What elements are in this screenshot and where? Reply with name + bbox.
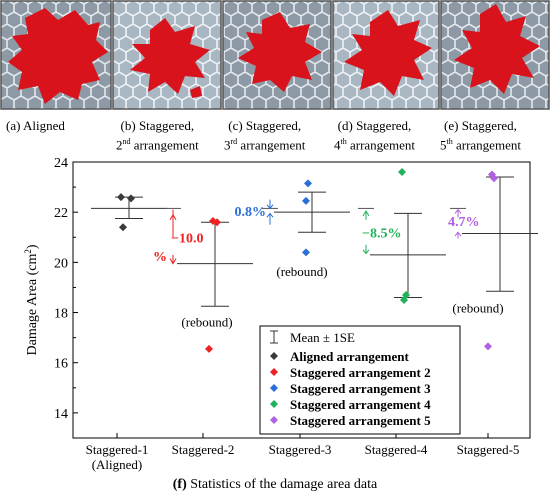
annotation-arrow-3	[362, 209, 370, 220]
annotation-arrow-4b	[454, 231, 462, 239]
photo-aligned	[0, 0, 112, 110]
y-tick-label-1: 16	[54, 357, 68, 372]
photo-staggered-3	[222, 0, 332, 110]
data-point-4-2	[484, 342, 492, 351]
legend-marker-1	[270, 368, 278, 376]
photo-staggered-2	[112, 0, 222, 110]
legend-marker-0	[270, 352, 278, 360]
annotation-arrow-3b	[362, 244, 370, 255]
annotation-4: 4.7%	[448, 215, 480, 230]
legend-marker-2	[270, 384, 278, 392]
x-tick-label-1: Staggered-2	[172, 442, 235, 457]
panel-caption-b: (b) Staggered, 2nd arrangement	[116, 118, 199, 153]
caption-letter: (f)	[172, 477, 187, 492]
annotation-arrow-2b	[266, 212, 274, 225]
legend-label-mean: Mean ± 1SE	[290, 330, 355, 345]
specimen-photo-strip	[0, 0, 550, 110]
annotation-3: −8.5%	[362, 226, 401, 241]
data-point-2-0	[304, 179, 312, 188]
annotation-arrowhead-1	[169, 213, 177, 220]
data-point-0-2	[127, 194, 135, 203]
annotation-arrow-2	[266, 199, 274, 210]
rebound-label-1: (rebound)	[181, 314, 232, 329]
caption-text: Statistics of the damage area data	[186, 477, 378, 492]
plot-frame	[72, 161, 531, 439]
rebound-label-4: (rebound)	[452, 301, 503, 316]
photo-staggered-5	[440, 0, 550, 110]
panel-caption-d: (d) Staggered, 4th arrangement	[334, 118, 415, 153]
data-point-2-2	[302, 248, 310, 257]
annotation-1-percent: %	[153, 250, 167, 265]
y-tick-label-0: 14	[54, 407, 68, 422]
data-point-3-2	[400, 296, 408, 304]
y-axis-label: Damage Area (cm2)	[23, 244, 40, 355]
y-tick-label-2: 18	[54, 307, 68, 322]
legend-box	[259, 325, 461, 435]
legend-label-1: Staggered arrangement 2	[290, 365, 431, 380]
x-tick-label-2: Staggered-3	[269, 442, 332, 457]
panel-caption-c: (c) Staggered, 3rd arrangement	[224, 118, 306, 153]
data-point-2-1	[302, 196, 310, 205]
data-point-0-1	[119, 223, 127, 232]
panel-caption-e: (e) Staggered, 5th arrangement	[440, 118, 521, 153]
legend-label-0: Aligned arrangement	[290, 349, 409, 364]
legend-marker-3	[270, 400, 278, 408]
x-tick-label-3: Staggered-4	[365, 442, 428, 457]
x-tick-label-0: Staggered-1	[86, 442, 149, 457]
damage-area-chart: 14 16 18 20 22 24 Damage Area (cm2) Staggered-1…	[23, 156, 538, 472]
data-point-3-0	[398, 168, 406, 177]
y-tick-label-5: 24	[54, 156, 68, 171]
data-point-0-0	[117, 193, 125, 202]
data-point-1-1	[213, 218, 221, 227]
legend-marker-4	[270, 416, 278, 424]
data-point-4-1	[490, 174, 498, 183]
annotation-arrow-4	[454, 208, 462, 218]
legend-label-3: Staggered arrangement 4	[290, 397, 431, 412]
rebound-label-2: (rebound)	[276, 264, 327, 279]
legend-label-4: Staggered arrangement 5	[290, 413, 431, 428]
x-tick-sublabel-0: (Aligned)	[92, 457, 143, 472]
annotation-arrowhead-1b	[169, 258, 177, 265]
annotation-2: 0.8%	[235, 205, 267, 220]
panel-caption-a: (a) Aligned	[6, 118, 65, 133]
data-point-1-2	[205, 344, 213, 353]
legend-label-2: Staggered arrangement 3	[290, 381, 431, 396]
photo-staggered-4	[332, 0, 440, 110]
y-tick-label-4: 22	[54, 206, 68, 221]
figure-caption: (f) Statistics of the damage area data	[0, 477, 550, 493]
y-tick-label-3: 20	[54, 256, 68, 271]
x-tick-label-4: Staggered-5	[457, 442, 520, 457]
annotation-1: −10.0	[171, 231, 203, 246]
